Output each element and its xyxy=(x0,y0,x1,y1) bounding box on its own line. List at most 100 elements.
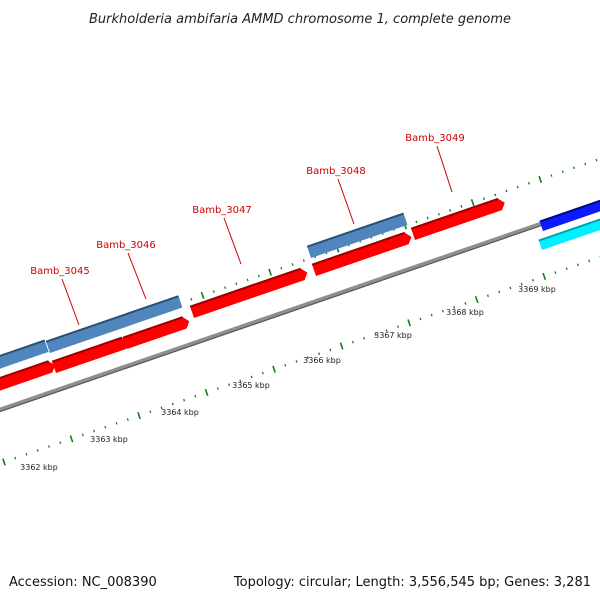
scale-tick-minor xyxy=(572,166,575,170)
scale-tick-minor xyxy=(257,274,260,278)
scale-tick-minor xyxy=(453,305,456,309)
gene-label-bamb-3045[interactable]: Bamb_3045 xyxy=(30,266,90,277)
gene-feature-bamb-3046-shadow xyxy=(45,295,179,343)
scale-tick-minor xyxy=(224,286,227,290)
gene-label-leader xyxy=(223,217,242,265)
scale-tick-minor xyxy=(261,371,264,375)
scale-label: 3367 kbp xyxy=(374,331,412,340)
gene-feature-bamb-3048[interactable] xyxy=(307,213,408,258)
scale-tick-minor xyxy=(554,271,557,274)
cds-feature-bamb-3048[interactable] xyxy=(312,232,412,276)
cds-feature-bamb-3047-shadow xyxy=(189,267,302,308)
scale-tick-minor xyxy=(374,333,377,336)
scale-tick-minor xyxy=(482,197,485,201)
gene-label-leader xyxy=(436,145,453,193)
other-feature-dark-shadow xyxy=(539,199,600,223)
other-feature-light-shadow xyxy=(538,218,600,242)
gene-feature-bamb-3045[interactable] xyxy=(0,340,49,372)
cds-feature-bamb-3046-a[interactable] xyxy=(52,337,129,373)
scale-tick-major xyxy=(474,296,479,304)
scale-tick-minor xyxy=(235,282,238,286)
scale-tick-minor xyxy=(36,449,39,452)
gene-feature-bamb-3045-shadow xyxy=(0,339,46,357)
scale-tick-minor xyxy=(498,290,501,294)
feature-track xyxy=(0,197,600,394)
scale-tick-minor xyxy=(505,189,508,193)
gene-label-leader xyxy=(337,178,355,225)
cds-feature-bamb-3049[interactable] xyxy=(411,198,505,240)
scale-tick-minor xyxy=(14,456,17,460)
scale-tick-minor xyxy=(396,325,399,329)
scale-label: 3362 kbp xyxy=(20,463,58,472)
scale-tick-minor xyxy=(415,220,418,224)
scale-tick-major xyxy=(272,365,276,373)
scale-tick-minor xyxy=(595,158,598,162)
scale-label: 3366 kbp xyxy=(303,356,341,365)
gene-label-bamb-3048[interactable]: Bamb_3048 xyxy=(306,166,366,177)
scale-tick-minor xyxy=(190,297,193,301)
scale-tick-minor xyxy=(239,379,242,383)
scale-tick-minor xyxy=(520,282,523,286)
scale-tick-minor xyxy=(318,352,321,356)
scale-tick-major xyxy=(137,412,141,420)
scale-tick-major xyxy=(542,272,547,280)
scale-tick-minor xyxy=(464,302,467,305)
scale-tick-minor xyxy=(302,259,305,262)
scale-tick-minor xyxy=(160,406,163,410)
cds-feature-bamb-3046-b-shadow xyxy=(122,316,184,339)
cds-feature-bamb-3046-b[interactable] xyxy=(123,317,190,349)
scale-tick-minor xyxy=(531,278,534,282)
scale-label: 3363 kbp xyxy=(90,435,128,444)
scale-tick-minor xyxy=(280,266,283,270)
scale-tick-major xyxy=(268,268,272,276)
gene-label-bamb-3046[interactable]: Bamb_3046 xyxy=(96,240,156,251)
cds-feature-bamb-3045-shadow xyxy=(0,360,49,379)
scale-tick-minor xyxy=(527,181,530,185)
scale-tick-minor xyxy=(329,348,332,352)
cds-feature-bamb-3048-shadow xyxy=(311,231,406,266)
scale-tick-minor xyxy=(363,336,366,340)
scale-tick-minor xyxy=(494,193,497,197)
gene-label-leader xyxy=(61,278,80,326)
scale-tick-major xyxy=(470,199,475,207)
gene-label-bamb-3049[interactable]: Bamb_3049 xyxy=(405,133,465,144)
gene-label-leader xyxy=(127,252,147,300)
scale-tick-major xyxy=(407,319,412,327)
scale-label: 3365 kbp xyxy=(232,381,270,390)
gene-label-leaders xyxy=(61,145,453,326)
accession-text: Accession: NC_008390 xyxy=(9,575,157,590)
scale-tick-minor xyxy=(460,205,463,208)
scale-tick-minor xyxy=(550,174,553,177)
other-feature-dark[interactable] xyxy=(539,199,600,231)
scale-tick-minor xyxy=(565,267,568,271)
other-feature-light[interactable] xyxy=(538,218,600,250)
scale-tick-major xyxy=(339,342,344,350)
gene-feature-bamb-3046[interactable] xyxy=(46,296,183,353)
scale-tick-minor xyxy=(246,278,249,282)
cds-feature-bamb-3047[interactable] xyxy=(190,268,308,318)
cds-feature-bamb-3045[interactable] xyxy=(0,361,56,394)
scale-tick-minor xyxy=(306,356,309,359)
scale-tick-minor xyxy=(509,286,512,290)
scale-tick-minor xyxy=(426,216,429,220)
scale-tick-minor xyxy=(430,313,433,317)
scale-tick-minor xyxy=(291,263,294,266)
scale-tick-minor xyxy=(449,208,452,212)
cds-feature-bamb-3046-a-shadow xyxy=(51,336,123,363)
scale-tick-minor xyxy=(516,185,519,189)
genome-summary-text: Topology: circular; Length: 3,556,545 bp… xyxy=(233,575,591,590)
lower-tick-track xyxy=(2,255,600,466)
gene-feature-bamb-3048-shadow xyxy=(306,212,404,248)
scale-tick-major xyxy=(200,291,205,299)
scale-tick-major xyxy=(538,175,543,183)
gene-label-bamb-3047[interactable]: Bamb_3047 xyxy=(192,205,252,216)
scale-tick-minor xyxy=(385,329,388,332)
scale-label: 3368 kbp xyxy=(446,308,484,317)
scale-tick-minor xyxy=(115,421,118,425)
scale-tick-minor xyxy=(295,360,298,363)
scale-tick-major xyxy=(69,435,74,443)
scale-tick-minor xyxy=(212,290,215,293)
scale-label: 3364 kbp xyxy=(161,408,199,417)
scale-tick-minor xyxy=(25,452,28,456)
